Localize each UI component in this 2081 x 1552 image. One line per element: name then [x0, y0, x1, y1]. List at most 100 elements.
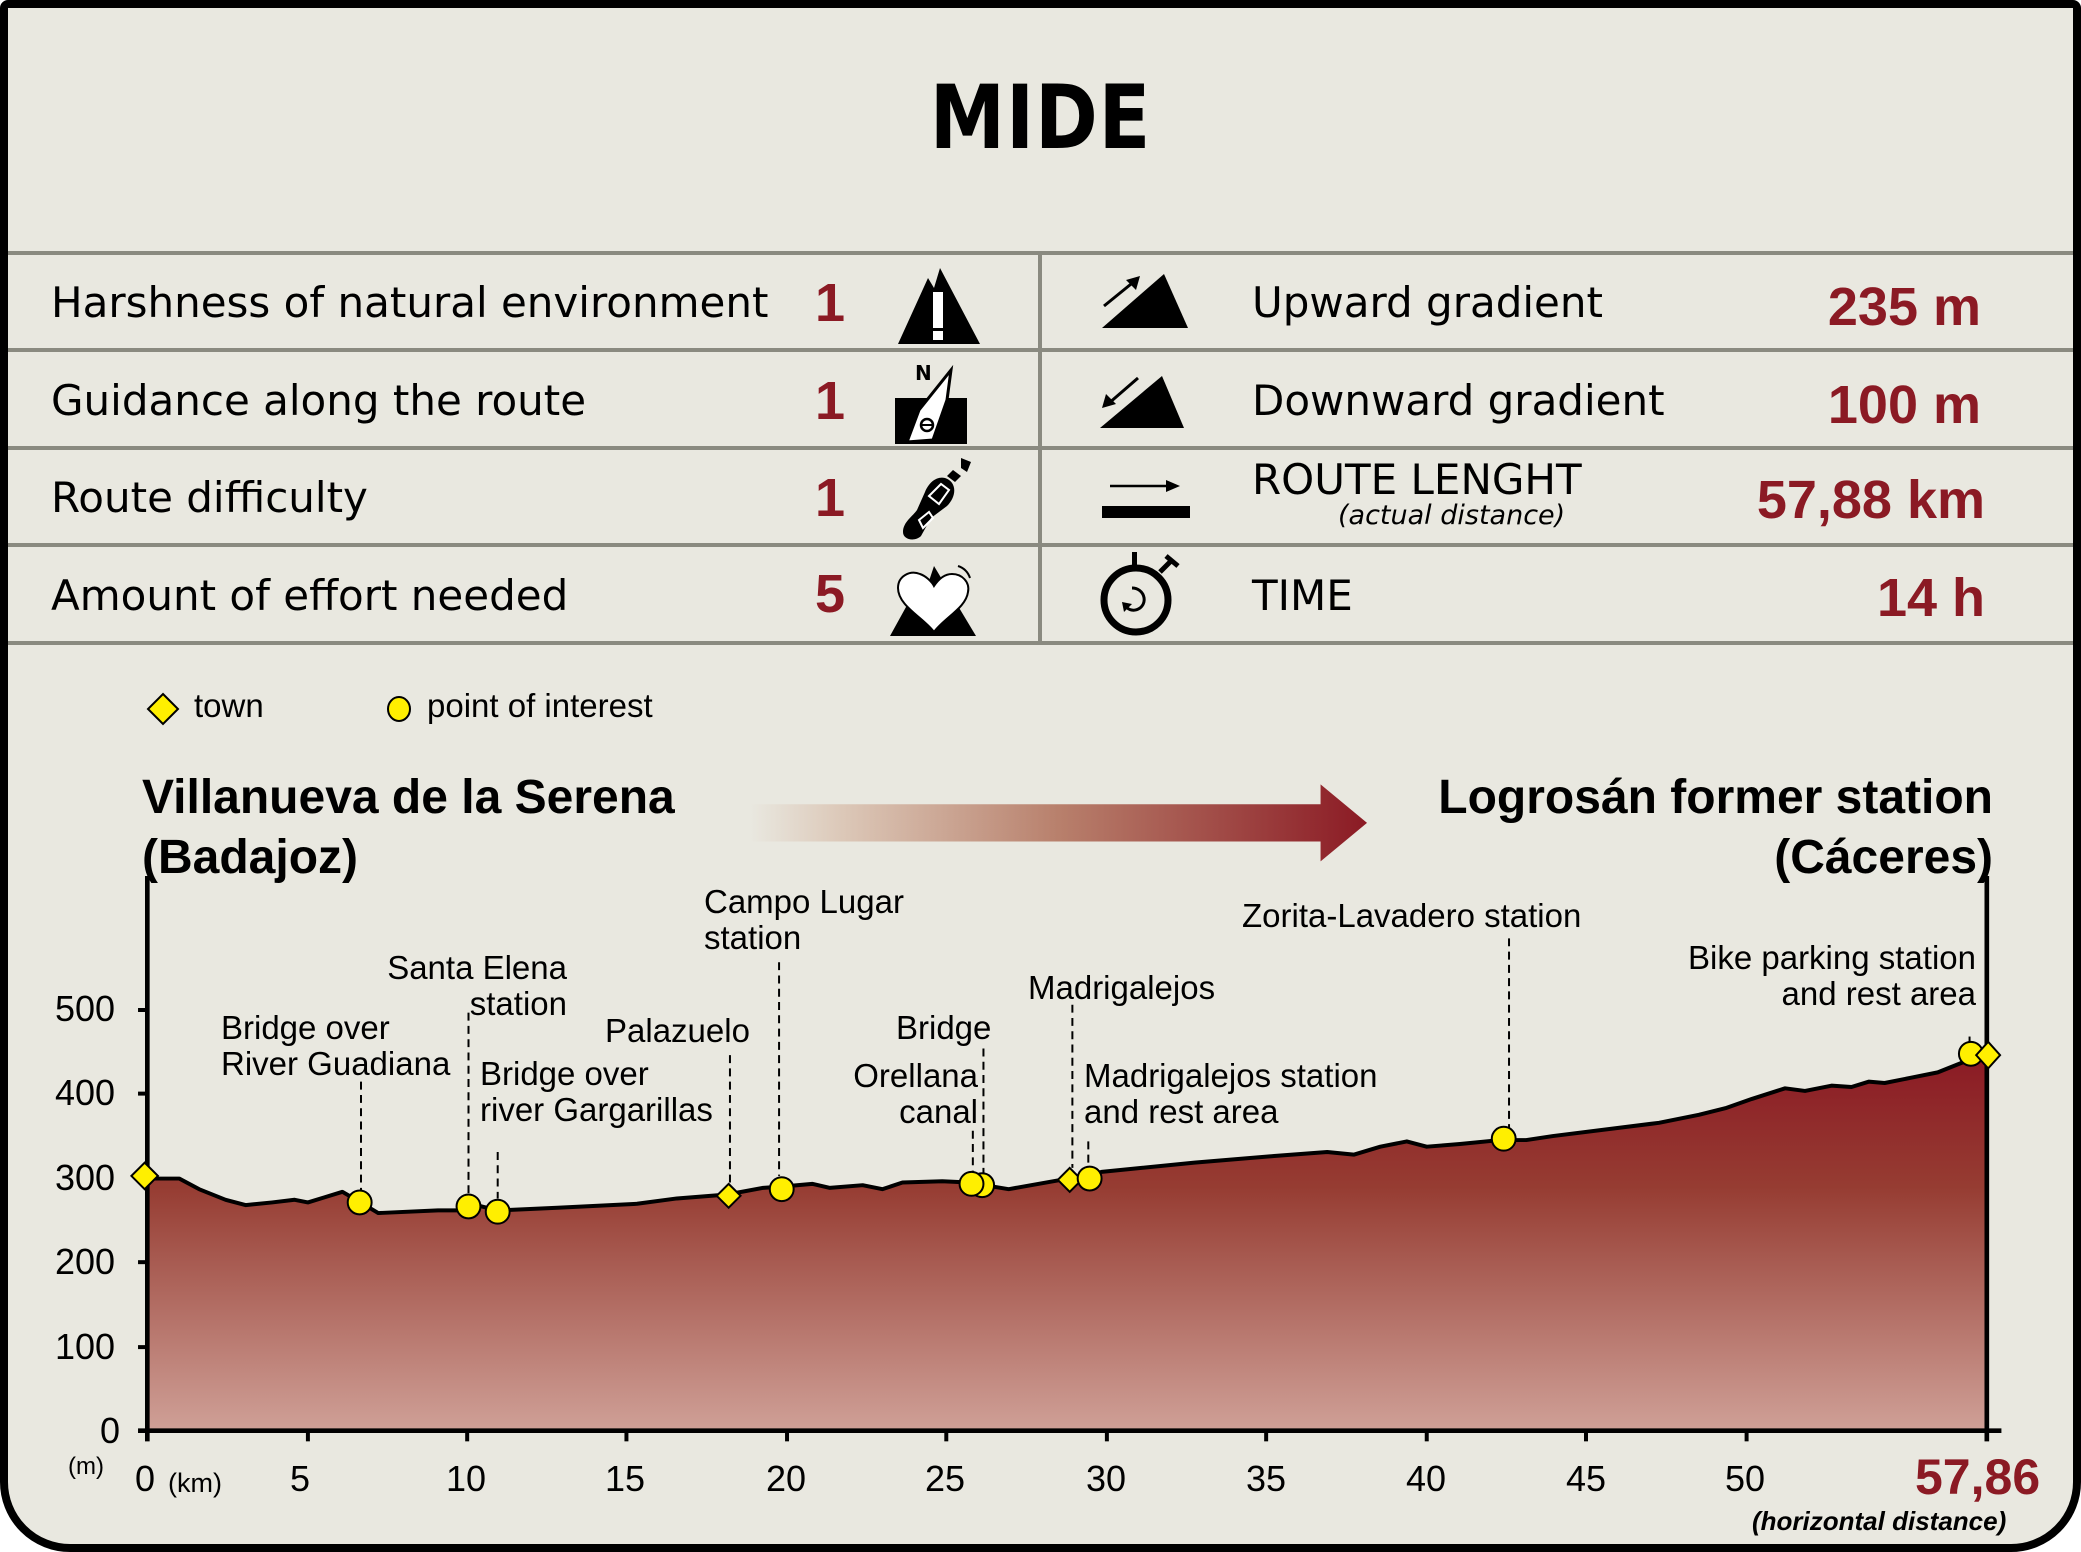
time-label: TIME — [1252, 571, 1353, 620]
y-tick-0: 0 — [100, 1410, 121, 1451]
compass-signpost-icon: N — [895, 361, 967, 444]
x-tick-45: 45 — [1566, 1458, 1607, 1499]
downward-gradient-value: 100 m — [1827, 375, 1981, 435]
route-length-label: ROUTE LENGHT — [1252, 455, 1582, 504]
poi-marker — [958, 1170, 985, 1197]
x-unit-label: (km) — [168, 1468, 222, 1498]
annotation-line: canal — [899, 1093, 978, 1130]
annotation-line: Bike parking station — [1688, 939, 1976, 976]
downhill-arrow-icon — [1100, 376, 1184, 428]
annotation-line: river Gargarillas — [480, 1091, 713, 1128]
table-column-divider — [1038, 253, 1042, 645]
annotation-line: station — [704, 919, 802, 956]
x-tick-20: 20 — [766, 1458, 807, 1499]
x-tick-5: 5 — [290, 1458, 311, 1499]
upward-gradient-label: Upward gradient — [1252, 278, 1603, 327]
annotation-santa-elena: Santa Elena station — [372, 950, 567, 1022]
guidance-label: Guidance along the route — [51, 376, 587, 425]
poi-marker — [1490, 1125, 1517, 1152]
leader-lines — [360, 938, 1971, 1199]
annotation-line: Madrigalejos — [1028, 969, 1216, 1006]
y-tick-500: 500 — [55, 988, 116, 1029]
route-length-value: 57,88 km — [1756, 470, 1985, 530]
annotation-line: Zorita-Lavadero station — [1242, 897, 1582, 934]
heart-mountain-icon — [890, 565, 976, 636]
elevation-line — [147, 1053, 1988, 1216]
upward-gradient-value: 235 m — [1827, 277, 1981, 337]
x-tick-40: 40 — [1406, 1458, 1447, 1499]
poi-marker — [768, 1176, 795, 1203]
x-end-note: (horizontal distance) — [1752, 1506, 2007, 1536]
start-place-name: Villanueva de la Serena — [142, 771, 675, 824]
poi-marker — [346, 1189, 373, 1216]
boot-sole-icon — [903, 458, 971, 540]
difficulty-label: Route difficulty — [51, 473, 368, 522]
annotation-madrigalejos-station: Madrigalejos station and rest area — [1084, 1058, 1378, 1130]
annotation-line: Santa Elena — [387, 949, 567, 986]
x-tick-35: 35 — [1246, 1458, 1287, 1499]
x-tick-25: 25 — [925, 1458, 966, 1499]
end-place-region: (Cáceres) — [1774, 831, 1993, 884]
annotation-line: and rest area — [1781, 975, 1976, 1012]
town-marker — [129, 1161, 160, 1191]
annotation-line: and rest area — [1084, 1093, 1279, 1130]
svg-text:N: N — [915, 361, 932, 385]
x-tick-50: 50 — [1725, 1458, 1766, 1499]
annotation-line: station — [469, 985, 567, 1022]
poi-circle-icon — [387, 696, 411, 722]
mountain-exclamation-icon — [898, 268, 980, 344]
x-tick-10: 10 — [446, 1458, 487, 1499]
downward-gradient-label: Downward gradient — [1252, 376, 1665, 425]
x-ticks — [305, 1430, 1749, 1442]
annotation-bike-parking: Bike parking station and rest area — [1688, 940, 1976, 1012]
annotation-madrigalejos: Madrigalejos — [1028, 970, 1215, 1006]
page-title: MIDE — [929, 66, 1152, 169]
poi-marker — [484, 1198, 511, 1225]
effort-label: Amount of effort needed — [51, 571, 569, 620]
y-tick-300: 300 — [55, 1157, 116, 1198]
annotation-line: Madrigalejos station — [1084, 1057, 1378, 1094]
direction-arrow — [749, 784, 1368, 862]
start-place-region: (Badajoz) — [142, 831, 358, 884]
annotation-zorita-lavadero: Zorita-Lavadero station — [1242, 898, 1581, 934]
distance-arrow-icon — [1102, 480, 1190, 518]
x-tick-30: 30 — [1086, 1458, 1127, 1499]
end-place-name: Logrosán former station — [1438, 771, 1993, 824]
annotation-campo-lugar: Campo Lugar station — [704, 884, 904, 956]
poi-marker — [1076, 1165, 1103, 1192]
annotation-orellana-canal: Orellana canal — [833, 1058, 978, 1130]
annotation-line: Bridge — [896, 1009, 992, 1046]
y-unit-label: (m) — [68, 1453, 104, 1480]
annotation-bridge: Bridge — [896, 1010, 991, 1046]
legend-poi-label: point of interest — [427, 687, 653, 724]
time-value: 14 h — [1876, 568, 1985, 628]
elevation-area — [147, 1055, 1987, 1431]
town-marker — [1974, 1040, 2002, 1070]
stopwatch-icon — [1100, 552, 1180, 636]
annotation-line: Orellana — [853, 1057, 978, 1094]
y-tick-200: 200 — [55, 1241, 116, 1282]
y-tick-400: 400 — [55, 1072, 116, 1113]
annotation-line: Bridge over — [480, 1055, 649, 1092]
x-tick-0: 0 — [135, 1458, 156, 1499]
annotation-line: River Guadiana — [221, 1045, 451, 1082]
markers — [129, 1040, 2002, 1225]
legend-town-label: town — [194, 687, 264, 724]
town-marker — [715, 1182, 742, 1210]
annotation-line: Bridge over — [221, 1009, 390, 1046]
x-end-value: 57,86 — [1915, 1449, 2041, 1505]
effort-value: 5 — [815, 564, 846, 624]
harshness-value: 1 — [815, 273, 846, 333]
poi-marker — [455, 1193, 482, 1220]
guidance-value: 1 — [815, 371, 846, 431]
harshness-label: Harshness of natural environment — [51, 278, 769, 327]
x-tick-15: 15 — [605, 1458, 646, 1499]
town-diamond-icon — [146, 692, 180, 726]
y-tick-100: 100 — [55, 1326, 116, 1367]
annotation-bridge-guadiana: Bridge over River Guadiana — [221, 1010, 450, 1082]
difficulty-value: 1 — [815, 468, 846, 528]
annotation-bridge-gargarillas: Bridge over river Gargarillas — [480, 1056, 713, 1128]
route-length-sublabel: (actual distance) — [1338, 500, 1566, 531]
uphill-arrow-icon — [1102, 274, 1188, 328]
